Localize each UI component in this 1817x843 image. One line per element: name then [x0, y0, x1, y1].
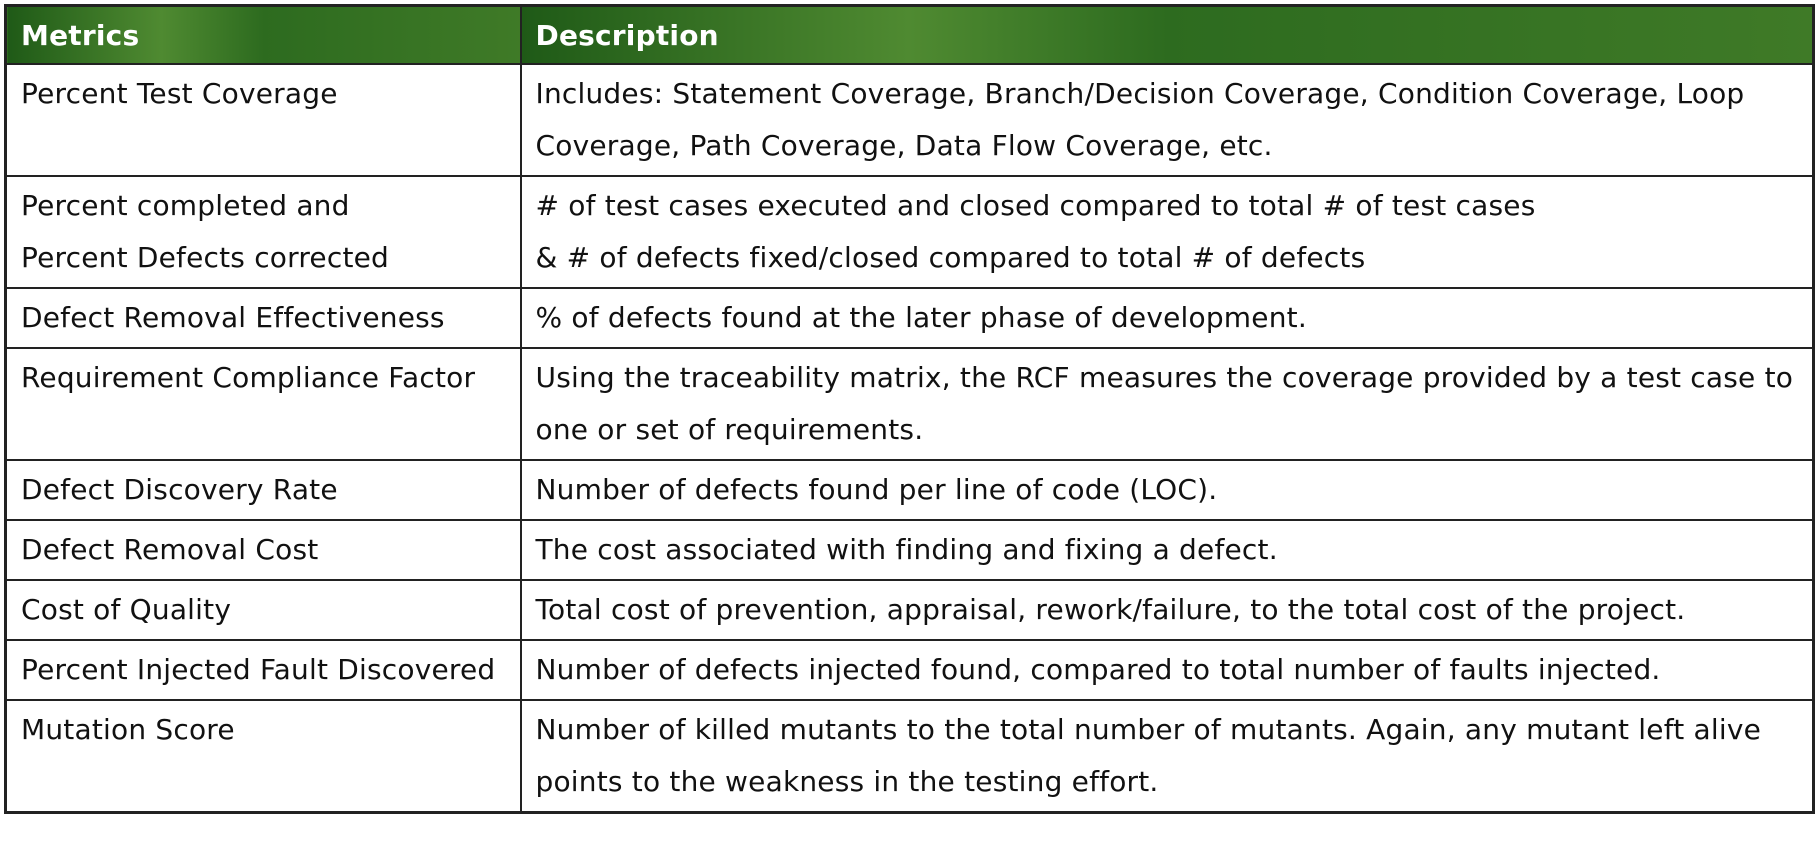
description-line: points to the weakness in the testing ef…	[535, 765, 1159, 798]
description-line: Includes: Statement Coverage, Branch/Dec…	[535, 77, 1745, 110]
description-cell: Number of killed mutants to the total nu…	[519, 699, 1815, 814]
description-cell: # of test cases executed and closed comp…	[519, 175, 1815, 289]
metric-name-line: Percent completed and	[21, 189, 350, 222]
metric-name-line: Percent Defects corrected	[21, 241, 390, 274]
description-cell: % of defects found at the later phase of…	[519, 287, 1815, 349]
description-line: # of test cases executed and closed comp…	[535, 189, 1536, 222]
metrics-table: Metrics Description Percent Test Coverag…	[4, 4, 1815, 814]
table-row: Percent Test Coverage Includes: Statement…	[4, 63, 1815, 177]
metric-cell: Percent Test Coverage	[4, 63, 522, 177]
metric-name-line: Defect Discovery Rate	[21, 473, 338, 506]
metric-name-line: Percent Injected Fault Discovered	[21, 653, 496, 686]
description-line: one or set of requirements.	[535, 413, 924, 446]
table-row: Defect Removal Cost The cost associated w…	[4, 519, 1815, 581]
description-line: Coverage, Path Coverage, Data Flow Cover…	[535, 129, 1273, 162]
description-line: Number of defects found per line of code…	[535, 473, 1218, 506]
table-row: Mutation Score Number of killed mutants t…	[4, 699, 1815, 814]
metric-cell: Defect Removal Effectiveness	[4, 287, 522, 349]
metrics-table-container: Metrics Description Percent Test Coverag…	[4, 4, 1815, 814]
metric-name-line: Defect Removal Effectiveness	[21, 301, 445, 334]
description-line: Using the traceability matrix, the RCF m…	[535, 361, 1794, 394]
header-metrics: Metrics	[4, 4, 522, 65]
metric-cell: Percent Injected Fault Discovered	[4, 639, 522, 701]
table-row: Cost of Quality Total cost of prevention,…	[4, 579, 1815, 641]
metric-name-line: Defect Removal Cost	[21, 533, 319, 566]
description-line: Number of defects injected found, compar…	[535, 653, 1661, 686]
header-description: Description	[519, 4, 1815, 65]
description-cell: Number of defects found per line of code…	[519, 459, 1815, 521]
description-cell: Using the traceability matrix, the RCF m…	[519, 347, 1815, 461]
description-line: Number of killed mutants to the total nu…	[535, 713, 1762, 746]
description-cell: The cost associated with finding and fix…	[519, 519, 1815, 581]
metric-cell: Defect Removal Cost	[4, 519, 522, 581]
description-line: Total cost of prevention, appraisal, rew…	[535, 593, 1686, 626]
metric-cell: Mutation Score	[4, 699, 522, 814]
metric-name-line: Percent Test Coverage	[21, 77, 338, 110]
metric-cell: Requirement Compliance Factor	[4, 347, 522, 461]
description-cell: Number of defects injected found, compar…	[519, 639, 1815, 701]
metric-name-line: Mutation Score	[21, 713, 235, 746]
metric-cell: Percent completed and Percent Defects cor…	[4, 175, 522, 289]
description-line: % of defects found at the later phase of…	[535, 301, 1307, 334]
table-header-row: Metrics Description	[4, 4, 1815, 65]
description-line: The cost associated with finding and fix…	[535, 533, 1278, 566]
metric-cell: Cost of Quality	[4, 579, 522, 641]
description-cell: Total cost of prevention, appraisal, rew…	[519, 579, 1815, 641]
table-body: Percent Test Coverage Includes: Statement…	[4, 63, 1815, 814]
table-row: Percent completed and Percent Defects cor…	[4, 175, 1815, 289]
description-cell: Includes: Statement Coverage, Branch/Dec…	[519, 63, 1815, 177]
table-row: Requirement Compliance Factor Using the t…	[4, 347, 1815, 461]
table-row: Defect Removal Effectiveness % of defects…	[4, 287, 1815, 349]
description-line: & # of defects fixed/closed compared to …	[535, 241, 1366, 274]
metric-name-line: Requirement Compliance Factor	[21, 361, 476, 394]
metric-name-line: Cost of Quality	[21, 593, 232, 626]
table-row: Defect Discovery Rate Number of defects f…	[4, 459, 1815, 521]
metric-cell: Defect Discovery Rate	[4, 459, 522, 521]
table-row: Percent Injected Fault Discovered Number …	[4, 639, 1815, 701]
